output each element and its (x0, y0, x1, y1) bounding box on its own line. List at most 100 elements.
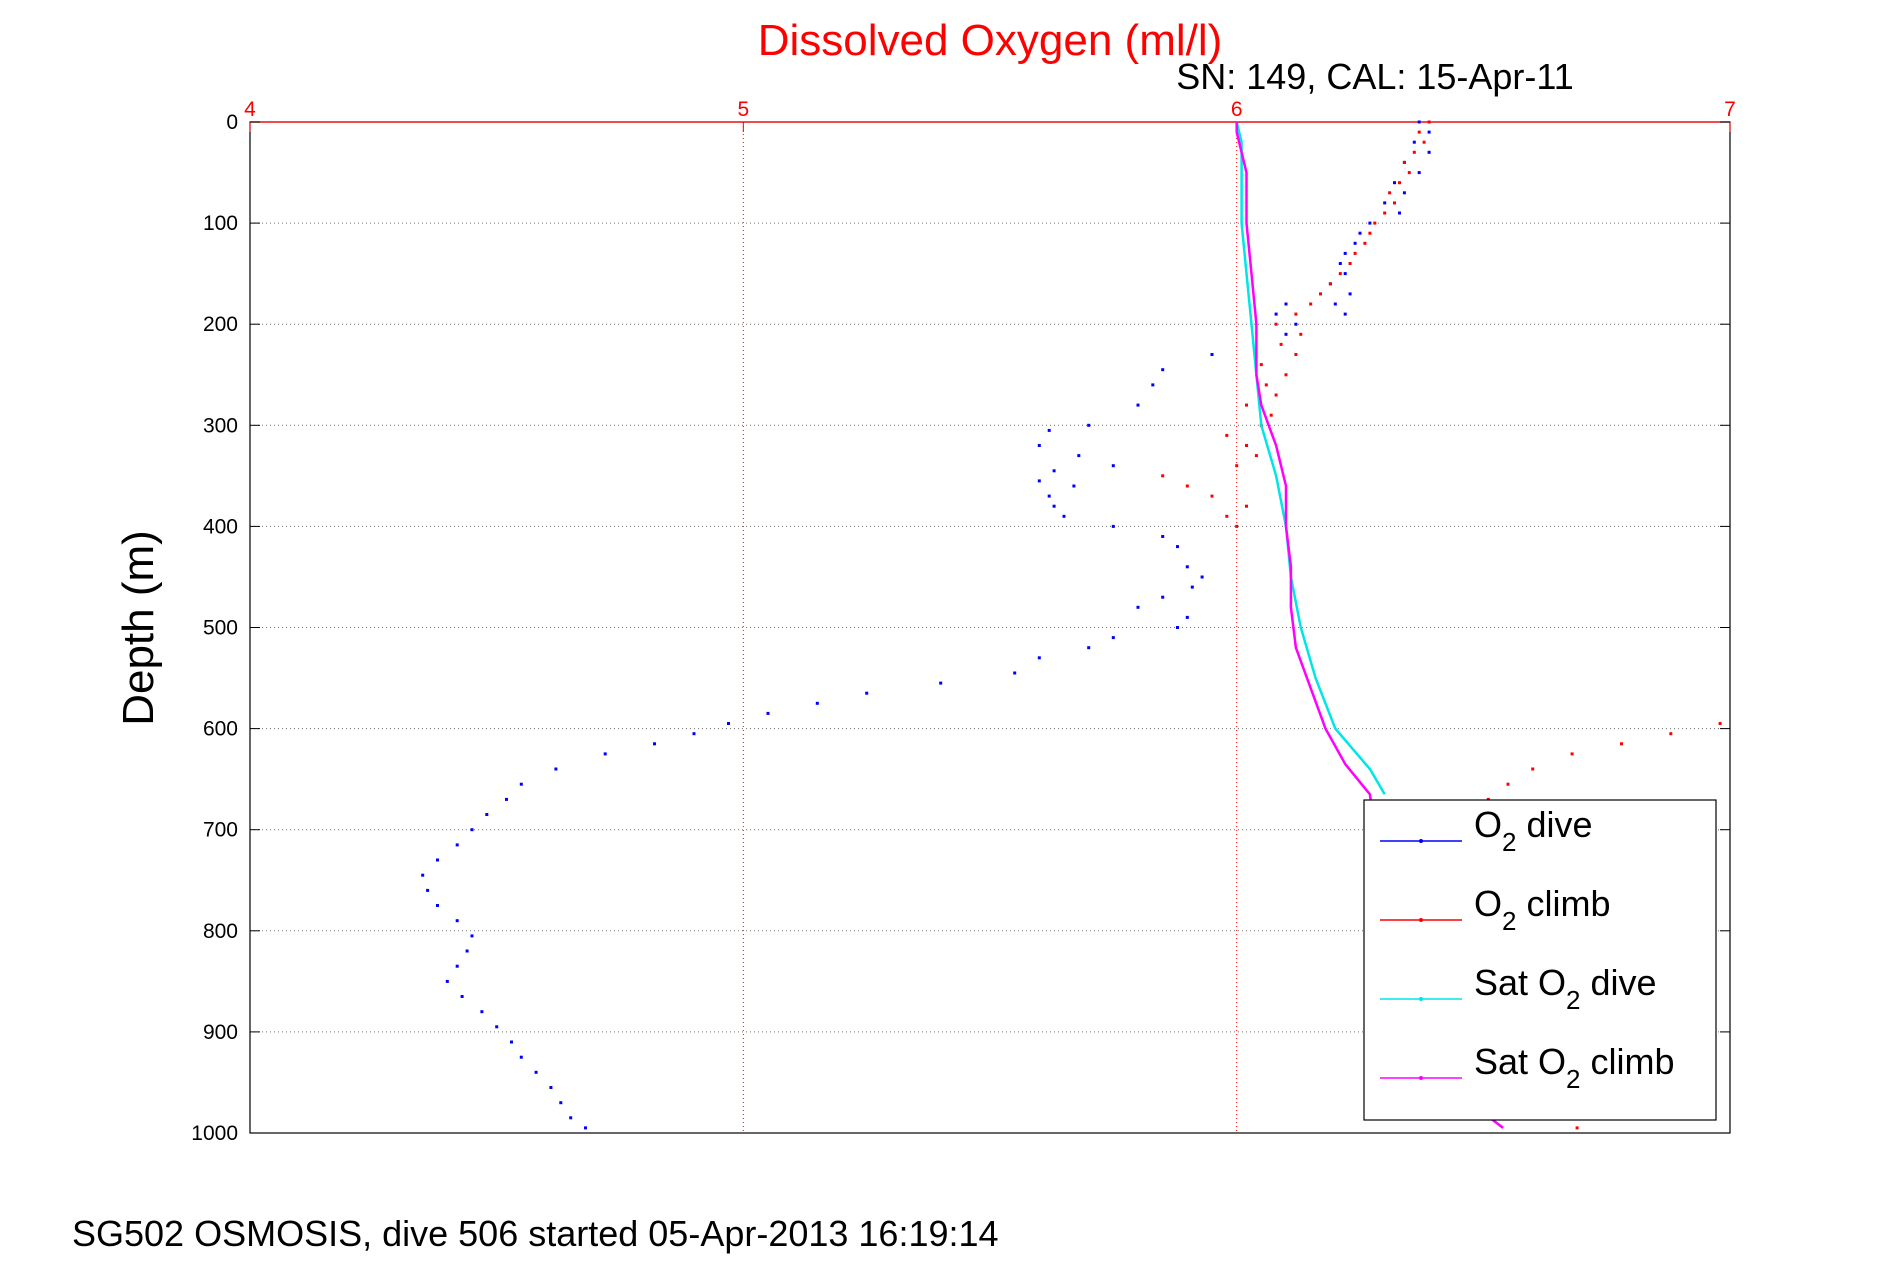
data-point (1328, 282, 1332, 286)
data-point (1111, 524, 1115, 528)
y-tick-label: 100 (203, 212, 238, 235)
data-point (1072, 484, 1076, 488)
y-tick-label: 600 (203, 718, 238, 741)
x-tick-label: 7 (1724, 98, 1736, 121)
data-point (1052, 504, 1056, 508)
y-axis: 0 100 200 300 400 500 600 700 800 900 1000 (191, 111, 1730, 1145)
data-point (1279, 342, 1283, 346)
y-tick-label: 300 (203, 414, 238, 437)
data-point (1037, 479, 1041, 483)
data-point (1422, 140, 1426, 144)
data-point (1373, 221, 1377, 225)
data-point (1176, 626, 1179, 629)
data-point (1343, 251, 1347, 255)
data-point (1185, 484, 1189, 488)
legend-box (1363, 799, 1717, 1121)
data-point (1402, 191, 1406, 195)
data-point (1398, 181, 1401, 185)
data-point (1294, 353, 1298, 356)
chart-footer: SG502 OSMOSIS, dive 506 started 05-Apr-2… (72, 1213, 999, 1254)
data-point (1669, 732, 1673, 736)
x-tick-label: 4 (244, 98, 256, 121)
legend-label: O2 climb (1474, 883, 1611, 936)
data-point (1077, 454, 1081, 458)
data-point (1343, 312, 1347, 316)
data-point (1299, 332, 1303, 336)
data-point (1037, 444, 1041, 447)
y-tick-label: 700 (203, 819, 238, 842)
legend-label: Sat O2 climb (1474, 1041, 1675, 1094)
legend-item-sat-climb: Sat O2 climb (1380, 1041, 1675, 1094)
data-point (939, 681, 943, 685)
y-tick-label: 900 (203, 1021, 238, 1044)
data-point (1383, 211, 1387, 215)
data-point (1013, 671, 1017, 675)
data-point (1225, 433, 1229, 437)
legend-item-o2-dive: O2 dive (1380, 804, 1593, 857)
data-point (569, 1116, 573, 1120)
data-point (470, 828, 474, 832)
data-point (1368, 221, 1372, 225)
data-point (436, 858, 439, 862)
data-point (1161, 535, 1165, 538)
data-point (1245, 504, 1248, 508)
data-point (495, 1025, 499, 1029)
data-point (815, 701, 819, 705)
data-point (1417, 120, 1421, 124)
y-tick-label: 1000 (191, 1122, 238, 1145)
legend-marker (1419, 839, 1423, 843)
data-point (1274, 322, 1278, 326)
legend-marker (1419, 918, 1423, 922)
data-point (1393, 201, 1396, 205)
data-point (1210, 353, 1214, 356)
data-point (1037, 656, 1041, 660)
data-point (1284, 373, 1288, 377)
data-point (1348, 262, 1352, 265)
data-point (1343, 272, 1347, 276)
x-axis: 4 5 6 7 (244, 98, 1736, 132)
chart-title: Dissolved Oxygen (ml/l) (758, 16, 1223, 65)
data-point (1402, 160, 1406, 164)
data-point (1620, 742, 1623, 746)
data-point (1264, 383, 1268, 387)
data-point (1269, 413, 1273, 417)
data-point (1235, 524, 1239, 528)
data-point (1417, 171, 1421, 175)
data-point (1185, 565, 1189, 569)
data-point (1338, 262, 1342, 265)
data-point (480, 1010, 484, 1014)
data-point (1259, 363, 1263, 367)
y-tick-label: 400 (203, 515, 238, 538)
series-o2-dive (421, 120, 1431, 1130)
data-point (865, 691, 869, 695)
data-point (692, 732, 696, 736)
data-point (455, 964, 459, 968)
data-point (1353, 251, 1357, 255)
data-point (445, 979, 449, 983)
legend-item-o2-climb: O2 climb (1380, 883, 1611, 936)
data-point (1245, 403, 1248, 407)
data-point (766, 711, 770, 715)
data-point (1284, 302, 1288, 306)
data-point (1348, 292, 1352, 296)
data-point (1185, 615, 1189, 619)
data-point (1383, 201, 1387, 205)
data-point (1274, 312, 1278, 316)
data-point (1427, 120, 1431, 124)
data-point (1161, 595, 1165, 599)
data-point (1417, 130, 1421, 134)
series-sat-dive (1235, 121, 1386, 795)
data-point (554, 767, 558, 771)
data-point (1284, 332, 1288, 336)
legend-label: Sat O2 dive (1474, 962, 1657, 1015)
data-point (1274, 393, 1278, 397)
data-point (603, 752, 607, 756)
data-point (519, 1055, 523, 1059)
data-point (1210, 494, 1214, 498)
data-point (1254, 454, 1258, 458)
data-point (460, 995, 464, 998)
data-point (1176, 545, 1179, 549)
data-point (1363, 241, 1367, 245)
data-point (1407, 171, 1411, 175)
x-tick-label: 6 (1231, 98, 1243, 121)
